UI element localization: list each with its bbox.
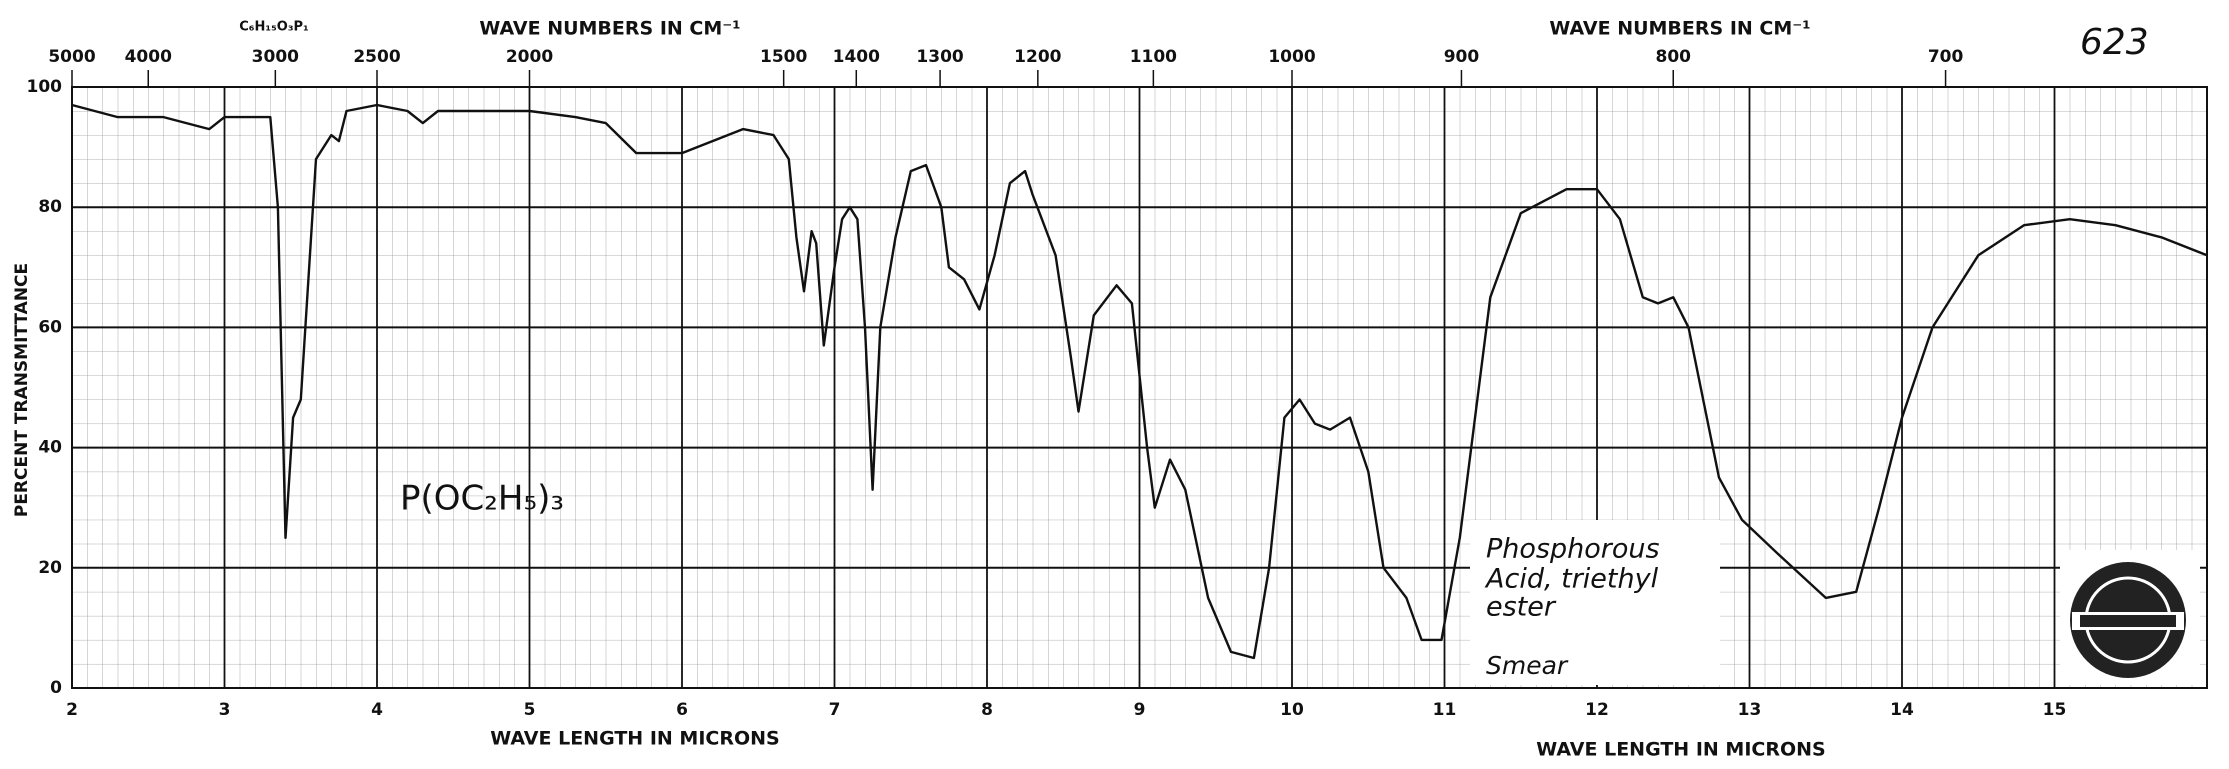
x2-tick-label: 5000 [48,47,95,67]
x-tick-label: 9 [1134,700,1146,720]
x2-tick-label: 1300 [916,47,963,67]
structure-label: P(OC₂H₅)₃ [400,479,564,519]
x2-tick-label: 4000 [125,47,172,67]
x2-axis-title: WAVE NUMBERS IN CM⁻¹ [479,18,740,40]
compound-name: Acid, triethyl [1484,564,1659,595]
plot-frame [71,86,2208,689]
x-tick-label: 8 [981,700,993,720]
x-tick-label: 13 [1738,700,1762,720]
x-tick-label: 2 [66,700,78,720]
sample-note: Smear [1486,651,1569,680]
y-tick-label: 0 [50,678,62,698]
compound-name: ester [1486,592,1557,623]
x-tick-label: 10 [1280,700,1304,720]
catalog-number: 623 [2080,22,2149,63]
x2-tick-label: 1000 [1268,47,1315,67]
y-tick-label: 20 [38,558,62,578]
logo [2060,550,2200,685]
y-tick-label: 100 [27,77,63,97]
x2-tick-label: 800 [1656,47,1692,67]
compound-name: Phosphorous [1486,534,1660,565]
x2-tick-label: 1500 [760,47,807,67]
x-axis-title: WAVE LENGTH IN MICRONS [1536,739,1825,761]
x-tick-label: 7 [829,700,841,720]
spectrum-line [71,103,2208,660]
x-tick-label: 14 [1890,700,1914,720]
x-tick-label: 4 [371,700,383,720]
x2-tick-label: 900 [1444,47,1480,67]
x-tick-label: 12 [1585,700,1609,720]
y-tick-label: 40 [38,438,62,458]
x-tick-label: 6 [676,700,688,720]
x2-tick-label: 2500 [353,47,400,67]
y-tick-label: 80 [38,197,62,217]
x2-axis-title: WAVE NUMBERS IN CM⁻¹ [1549,18,1810,40]
annotation-box [1470,520,1720,685]
x2-tick-label: 1100 [1130,47,1177,67]
y-tick-label: 60 [38,317,62,337]
x-axis-title: WAVE LENGTH IN MICRONS [490,728,779,750]
x-tick-label: 3 [219,700,231,720]
y-axis-title: PERCENT TRANSMITTANCE [12,263,32,517]
x-tick-label: 11 [1433,700,1457,720]
x2-tick-label: 3000 [252,47,299,67]
x2-tick-label: 1400 [833,47,880,67]
x2-tick-label: 2000 [506,47,553,67]
x-tick-label: 5 [524,700,536,720]
x-tick-label: 15 [2043,700,2067,720]
formula: C₆H₁₅O₃P₁ [239,20,308,35]
x2-tick-label: 1200 [1014,47,1061,67]
x2-tick-label: 700 [1928,47,1964,67]
